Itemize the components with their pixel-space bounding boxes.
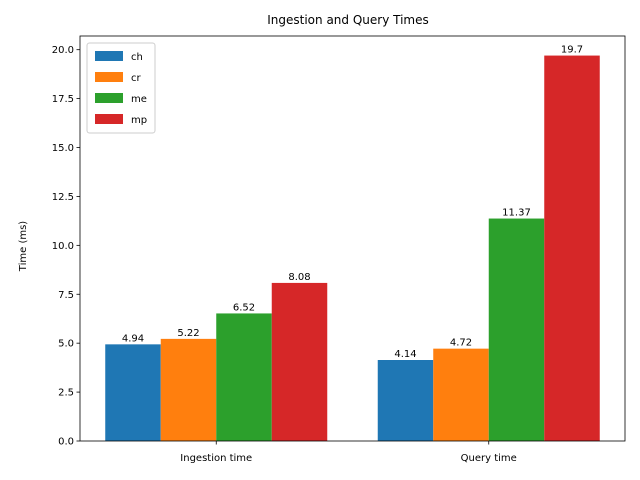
legend-label-me: me bbox=[131, 94, 147, 105]
y-tick-label: 10.0 bbox=[52, 241, 74, 252]
y-tick-label: 17.5 bbox=[52, 94, 74, 105]
bar-me-1 bbox=[488, 218, 545, 441]
bar-ch-0 bbox=[105, 344, 161, 441]
legend-frame bbox=[86, 42, 156, 134]
y-tick-label: 12.5 bbox=[52, 192, 74, 203]
data-label-cr-1: 4.72 bbox=[450, 338, 472, 349]
plot-frame bbox=[79, 35, 626, 442]
bar-cr-1 bbox=[433, 348, 489, 441]
legend-label-cr: cr bbox=[131, 73, 141, 84]
data-label-me-0: 6.52 bbox=[233, 302, 255, 313]
data-label-cr-0: 5.22 bbox=[177, 328, 199, 339]
y-tick-label: 20.0 bbox=[52, 45, 74, 56]
legend: ch cr me mp bbox=[86, 42, 156, 134]
bar-mp-1 bbox=[544, 55, 600, 441]
y-tick-label: 7.5 bbox=[58, 290, 74, 301]
legend-swatch-mp bbox=[95, 114, 123, 124]
bar-ch-1 bbox=[377, 360, 434, 441]
y-tick-label: 0.0 bbox=[58, 437, 74, 448]
legend-swatch-cr bbox=[95, 72, 123, 82]
legend-label-ch: ch bbox=[131, 52, 143, 63]
data-label-ch-1: 4.14 bbox=[394, 349, 416, 360]
x-axis-ticks: Ingestion time Query time bbox=[180, 441, 517, 464]
legend-swatch-me bbox=[95, 93, 123, 103]
data-label-ch-0: 4.94 bbox=[122, 333, 144, 344]
legend-swatch-ch bbox=[95, 51, 123, 61]
y-axis-ticks: 0.0 2.5 5.0 7.5 10.0 12.5 15.0 17.5 20.0 bbox=[52, 45, 80, 448]
y-tick-label: 5.0 bbox=[58, 339, 74, 350]
bar-data-labels: 4.94 5.22 6.52 8.08 4.14 4.72 11.37 19.7 bbox=[122, 45, 583, 360]
bar-me-0 bbox=[216, 313, 272, 441]
legend-label-mp: mp bbox=[131, 115, 147, 126]
bar-cr-0 bbox=[160, 338, 217, 441]
y-tick-label: 2.5 bbox=[58, 388, 74, 399]
data-label-mp-1: 19.7 bbox=[561, 45, 583, 56]
data-label-me-1: 11.37 bbox=[502, 208, 531, 219]
x-tick-label: Query time bbox=[461, 453, 517, 464]
y-axis-title: Time (ms) bbox=[18, 221, 29, 273]
y-tick-label: 15.0 bbox=[52, 143, 74, 154]
x-tick-label: Ingestion time bbox=[180, 453, 252, 464]
chart-title: Ingestion and Query Times bbox=[267, 13, 429, 27]
data-label-mp-0: 8.08 bbox=[288, 272, 310, 283]
bar-mp-0 bbox=[271, 282, 328, 441]
bar-series bbox=[105, 55, 600, 441]
